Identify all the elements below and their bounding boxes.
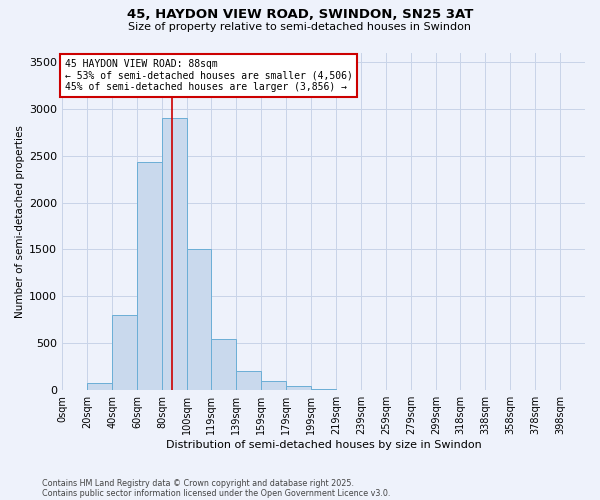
Bar	[236, 372, 261, 390]
Text: Contains public sector information licensed under the Open Government Licence v3: Contains public sector information licen…	[42, 488, 391, 498]
Text: 45, HAYDON VIEW ROAD, SWINDON, SN25 3AT: 45, HAYDON VIEW ROAD, SWINDON, SN25 3AT	[127, 8, 473, 20]
Y-axis label: Number of semi-detached properties: Number of semi-detached properties	[15, 125, 25, 318]
Bar	[162, 118, 187, 390]
Text: Size of property relative to semi-detached houses in Swindon: Size of property relative to semi-detach…	[128, 22, 472, 32]
Bar	[211, 338, 236, 390]
Bar	[286, 386, 311, 390]
Bar	[87, 383, 112, 390]
Bar	[261, 381, 286, 390]
Text: 45 HAYDON VIEW ROAD: 88sqm
← 53% of semi-detached houses are smaller (4,506)
45%: 45 HAYDON VIEW ROAD: 88sqm ← 53% of semi…	[65, 59, 353, 92]
X-axis label: Distribution of semi-detached houses by size in Swindon: Distribution of semi-detached houses by …	[166, 440, 481, 450]
Bar	[112, 315, 137, 390]
Bar	[187, 250, 211, 390]
Text: Contains HM Land Registry data © Crown copyright and database right 2025.: Contains HM Land Registry data © Crown c…	[42, 478, 354, 488]
Bar	[137, 162, 162, 390]
